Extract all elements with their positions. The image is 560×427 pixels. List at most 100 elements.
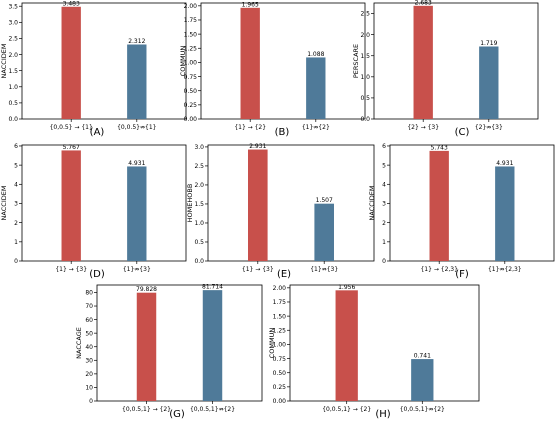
x-tick-label: {1} → {2} [234,124,266,131]
bar [429,150,449,261]
y-tick-label: 0 [89,398,93,405]
plot-frame [389,144,555,262]
y-tick-label: 0.0 [8,116,18,123]
y-tick-label: 6 [14,143,18,150]
plot-frame [96,284,263,402]
bar [335,290,358,401]
y-tick-label: 1.00 [184,60,198,67]
y-tick-label: 1 [14,239,18,246]
y-axis-label: NACCIDEM [368,186,376,221]
bar-value-label: 4.931 [496,160,513,167]
y-tick-label: 0 [382,258,386,265]
bar [61,150,81,261]
chart-panel: 0 1 2 3 4 5 6 NACCIDEM 5.743 {1} → {2,3} 4.931 {1}⇏… [368,143,555,280]
bar-value-label: 5.743 [431,144,448,151]
y-tick-label: 5 [14,162,18,169]
y-tick-label: 2.00 [273,285,287,292]
y-tick-label: 0.5 [8,100,18,107]
y-axis-label: PERSCARE [352,44,360,78]
y-tick-label: 2.0 [194,182,204,189]
y-axis-label: NACCIDEM [0,186,8,221]
y-tick-label: 1.75 [184,17,198,24]
y-tick-label: 2.5 [360,11,370,18]
y-tick-label: 1.0 [8,84,18,91]
bar [306,57,326,119]
bar-value-label: 0.741 [414,353,431,360]
y-tick-label: 1.50 [273,313,287,320]
y-tick-label: 3.5 [8,3,18,10]
x-tick-label: {1} → {3} [242,266,274,273]
bar-value-label: 1.965 [242,1,259,8]
y-tick-label: 30 [85,357,93,364]
x-tick-label: {1} → {3} [55,266,87,273]
bar [314,203,334,261]
y-tick-label: 1.0 [194,220,204,227]
y-tick-label: 50 [85,330,93,337]
y-tick-label: 0.50 [184,88,198,95]
bar [479,46,499,119]
y-tick-label: 5 [382,162,386,169]
panel-label: (H) [375,409,390,420]
bar-value-label: 1.088 [307,51,324,58]
x-tick-label: {1}⇏{2,3} [488,266,522,273]
y-tick-label: 0.5 [360,95,370,102]
y-tick-label: 3 [382,201,386,208]
x-tick-label: {1}⇏{2} [302,124,330,131]
panel-label: (D) [89,269,105,280]
y-axis-label: COMMUN [179,46,187,77]
y-tick-label: 20 [85,371,93,378]
y-axis-label: NACCIDEM [0,44,8,79]
x-tick-label: {0,0.5,1}⇏{2} [400,406,445,413]
panel-label: (B) [275,127,290,138]
bar-value-label: 4.931 [128,160,145,167]
bar [411,359,434,401]
y-tick-label: 1.25 [273,327,287,334]
x-tick-label: {1}⇏{3} [123,266,151,273]
chart-panel: 0 10 20 30 40 50 60 70 80 NACCAGE 79.828 {0,0.5,1} … [75,284,263,420]
y-tick-label: 0.50 [273,370,287,377]
bar-value-label: 1.507 [316,197,333,204]
x-tick-label: {2} → {3} [407,124,439,131]
bar-value-label: 1.719 [480,40,497,47]
y-tick-label: 2.5 [194,163,204,170]
bar-value-label: 79.828 [136,286,157,293]
y-axis-label: NACCAGE [75,327,83,359]
chart-panel: 0.0 0.5 1.0 1.5 2.0 2.5 PERSCARE 2.683 {2} → {3}… [352,0,539,138]
y-tick-label: 4 [14,182,18,189]
y-tick-label: 40 [85,344,93,351]
bar-value-label: 1.956 [338,284,355,291]
bar [136,292,157,401]
bar-value-label: 2.683 [415,0,432,6]
y-tick-label: 2.00 [184,3,198,10]
y-tick-label: 1.75 [273,299,287,306]
chart-panel: 0 1 2 3 4 5 6 NACCIDEM 5.767 {1} → {3} 4.931 {1}⇏{3… [0,143,187,280]
bar [413,5,433,120]
y-tick-label: 0 [14,258,18,265]
y-tick-label: 3.0 [8,20,18,27]
bar [127,166,147,261]
bar [61,6,81,120]
bar-value-label: 5.767 [63,144,80,151]
x-tick-label: {1} → {2,3} [420,266,458,273]
y-tick-label: 0.25 [184,102,198,109]
y-tick-label: 0.0 [194,258,204,265]
bar-value-label: 81.714 [202,284,223,291]
plot-frame [200,2,366,120]
x-tick-label: {0,0.5} → {1} [50,124,93,131]
plot-frame [207,144,375,262]
y-tick-label: 1.5 [8,68,18,75]
y-tick-label: 80 [85,290,93,297]
panel-label: (C) [455,127,470,138]
bar [202,290,223,401]
panel-label: (E) [277,269,291,280]
y-tick-label: 3 [14,201,18,208]
bar [127,44,147,119]
y-tick-label: 0.00 [273,398,287,405]
y-tick-label: 0.00 [184,116,198,123]
y-tick-label: 60 [85,317,93,324]
x-tick-label: {2}⇏{3} [475,124,503,131]
y-tick-label: 1.5 [194,201,204,208]
y-tick-label: 2 [14,220,18,227]
y-tick-label: 10 [85,385,93,392]
